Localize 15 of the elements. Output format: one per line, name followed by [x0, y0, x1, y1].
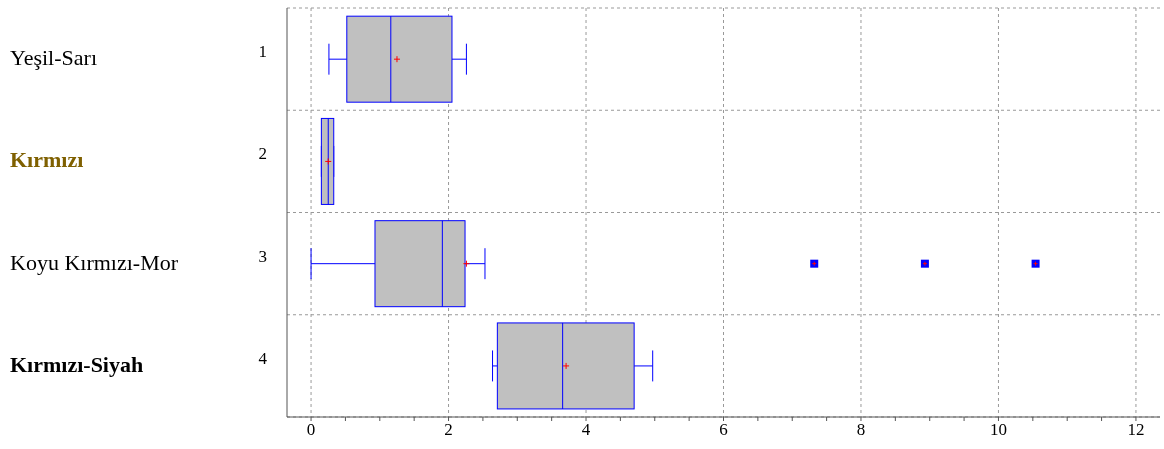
text: Yeşil-Sarı: [10, 45, 98, 71]
text: Kırmızı: [10, 147, 84, 173]
x-tick-label: 4: [581, 420, 591, 440]
text: Kırmızı-Siyah: [10, 351, 144, 377]
x-tick-label: 0: [306, 420, 316, 440]
x-tick-label: 12: [1127, 420, 1145, 440]
y-tick-label: 1: [258, 42, 267, 62]
x-tick-label: 8: [856, 420, 866, 440]
y-tick-label: 4: [258, 348, 268, 368]
x-tick-label: 10: [989, 420, 1007, 440]
y-tick-label: 3: [258, 246, 267, 266]
text: Koyu Kırmızı-Mor: [10, 249, 179, 275]
x-tick-label: 6: [719, 420, 728, 440]
x-tick-label: 2: [444, 420, 453, 440]
y-tick-label: 2: [258, 144, 267, 164]
